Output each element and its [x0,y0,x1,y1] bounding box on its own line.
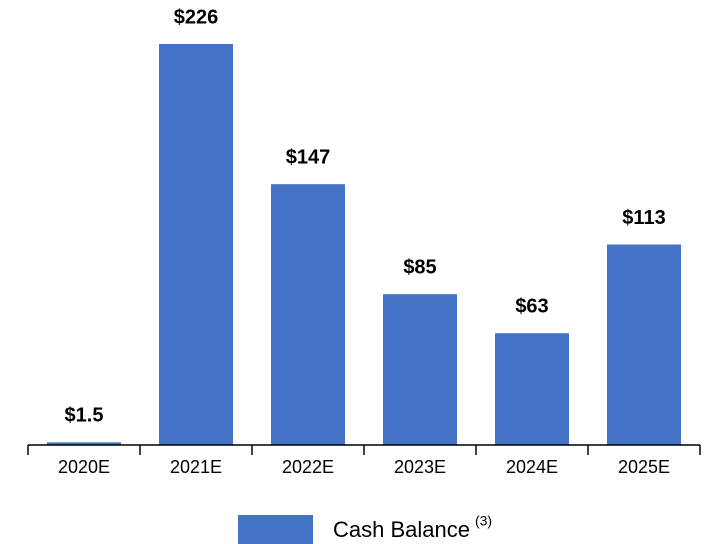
x-tick-label: 2020E [58,457,110,477]
value-label: $63 [515,295,548,317]
legend-label: Cash Balance [333,517,470,542]
bar [383,294,457,445]
value-label: $226 [174,6,219,28]
value-label: $85 [403,256,436,278]
bar [607,244,681,445]
x-tick-label: 2025E [618,457,670,477]
bar [47,442,121,445]
legend-note: (3) [475,513,492,529]
legend-swatch [238,515,313,544]
bar [159,44,233,445]
value-label: $147 [286,146,331,168]
x-tick-label: 2024E [506,457,558,477]
x-tick-label: 2021E [170,457,222,477]
x-tick-label: 2023E [394,457,446,477]
value-label: $113 [622,207,665,229]
bar [495,333,569,445]
bar [271,184,345,446]
x-tick-label: 2022E [282,457,334,477]
value-label: $1.5 [65,405,104,427]
